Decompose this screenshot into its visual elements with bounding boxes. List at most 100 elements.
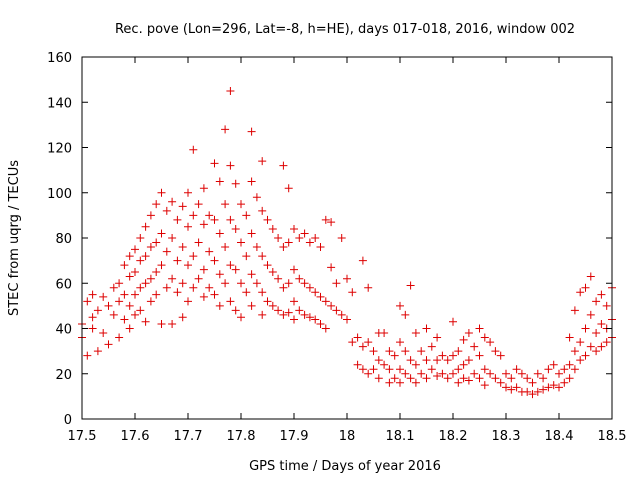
data-point <box>449 317 457 326</box>
data-point <box>258 157 267 166</box>
data-point <box>99 329 108 338</box>
data-point <box>385 347 394 356</box>
data-point <box>168 197 177 206</box>
data-point <box>93 306 102 315</box>
data-point <box>459 335 468 344</box>
data-point <box>311 234 320 242</box>
data-point <box>348 288 357 297</box>
data-point <box>242 288 251 297</box>
x-tick-label: 18.5 <box>598 429 627 444</box>
data-point <box>226 297 235 306</box>
data-point <box>406 281 415 290</box>
data-point <box>252 193 261 202</box>
data-point <box>311 315 320 324</box>
x-tick-label: 18 <box>339 429 356 444</box>
y-tick-label: 0 <box>64 413 72 428</box>
data-point <box>83 351 92 360</box>
data-point <box>433 333 442 342</box>
data-point <box>83 297 92 306</box>
data-point <box>396 338 404 347</box>
data-point <box>210 215 219 224</box>
data-point <box>523 387 532 396</box>
data-point <box>316 292 325 301</box>
data-point <box>268 224 277 233</box>
data-point <box>290 224 298 233</box>
data-point <box>109 283 118 292</box>
data-point <box>131 267 139 276</box>
data-point <box>199 184 208 193</box>
data-point <box>427 365 436 374</box>
data-point <box>173 215 182 224</box>
y-tick-label: 40 <box>55 323 72 338</box>
data-point <box>125 324 134 333</box>
data-point <box>136 234 145 242</box>
data-point <box>104 301 113 310</box>
data-point <box>332 306 341 315</box>
data-point <box>295 234 304 242</box>
data-point <box>364 283 373 292</box>
data-point <box>210 159 219 168</box>
data-point <box>539 385 548 394</box>
data-point <box>231 265 240 274</box>
data-point <box>396 378 404 387</box>
data-point <box>189 252 198 261</box>
data-point <box>464 376 473 385</box>
data-point <box>305 238 314 247</box>
data-point <box>459 374 468 383</box>
data-point <box>358 256 367 265</box>
data-point <box>189 145 198 154</box>
data-point <box>327 301 336 310</box>
data-point <box>210 256 219 265</box>
data-point <box>570 365 579 374</box>
data-point <box>194 274 203 283</box>
data-point <box>586 342 595 351</box>
data-point <box>125 301 134 310</box>
data-point <box>544 383 553 392</box>
data-point <box>141 279 150 288</box>
data-point <box>88 290 97 299</box>
data-point <box>321 297 330 306</box>
data-point <box>146 211 155 220</box>
data-point <box>226 215 235 224</box>
data-point <box>152 267 161 276</box>
data-point <box>274 306 283 315</box>
data-point <box>215 177 224 186</box>
data-point <box>358 365 367 374</box>
data-point <box>168 274 177 283</box>
data-point <box>263 215 272 224</box>
data-point <box>141 252 150 261</box>
data-point <box>417 369 426 378</box>
data-point <box>581 283 590 292</box>
x-tick-label: 17.6 <box>121 429 150 444</box>
data-point <box>125 252 134 261</box>
data-point <box>438 351 447 360</box>
data-point <box>131 245 139 254</box>
data-point <box>242 252 251 261</box>
y-tick-label: 80 <box>55 232 72 247</box>
data-point <box>93 347 102 356</box>
data-point <box>586 310 595 319</box>
chart-title: Rec. pove (Lon=296, Lat=-8, h=HE), days … <box>115 22 575 37</box>
data-point <box>99 292 108 301</box>
data-point <box>422 356 431 365</box>
data-point <box>565 333 574 342</box>
data-point <box>120 290 129 299</box>
data-point <box>115 333 124 342</box>
x-tick-label: 17.8 <box>227 429 256 444</box>
data-point <box>565 374 574 383</box>
data-point <box>226 161 235 170</box>
data-point <box>454 365 463 374</box>
data-point <box>464 356 473 365</box>
data-point <box>215 270 224 279</box>
data-point <box>120 315 129 324</box>
data-point <box>237 279 245 288</box>
data-point <box>348 338 357 347</box>
data-point <box>274 234 283 242</box>
data-point <box>321 215 330 224</box>
data-point <box>560 378 569 387</box>
data-point <box>502 369 510 378</box>
data-point <box>305 313 314 322</box>
data-point <box>247 127 256 136</box>
data-point <box>136 306 145 315</box>
data-point <box>390 374 399 383</box>
